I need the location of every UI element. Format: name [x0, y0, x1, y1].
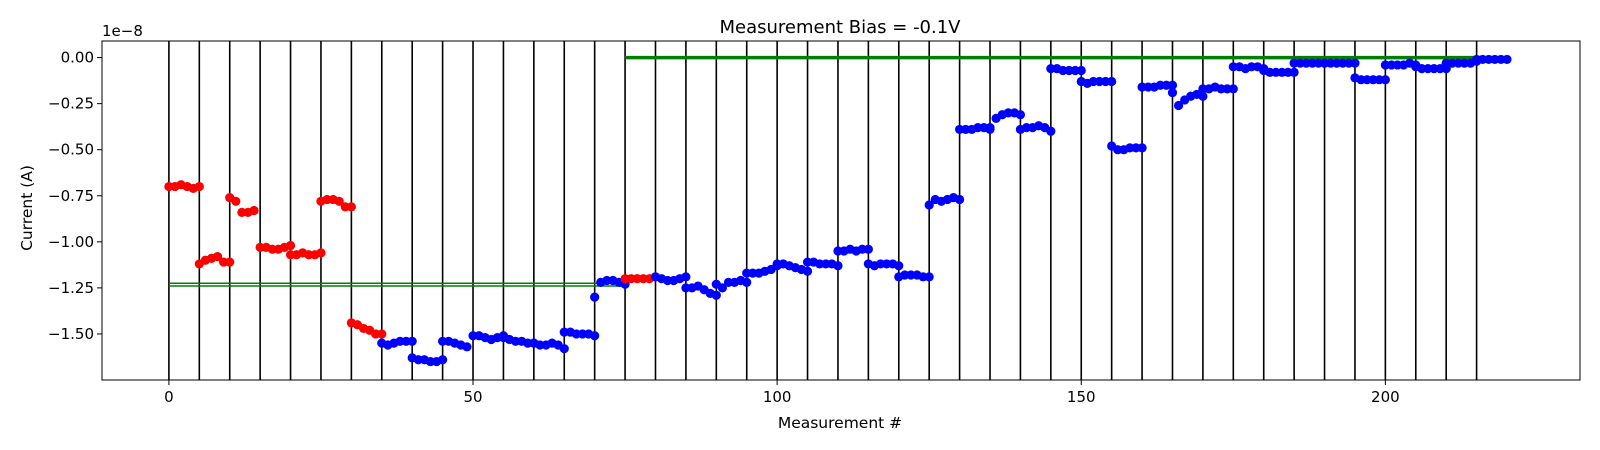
y-tick-label: −0.50: [48, 141, 94, 159]
data-point: [1167, 80, 1178, 90]
data-point: [212, 251, 223, 262]
axes: 0 50 100 150 200 0.00 −0.25 −0.50 −0.75 −1.00 −1.2…: [48, 40, 1581, 406]
x-axis-label: Measurement #: [778, 414, 902, 432]
data-point: [316, 248, 326, 258]
data-point: [231, 196, 241, 206]
data-point: [1173, 100, 1184, 111]
data-point: [1015, 110, 1026, 120]
data-point: [1289, 67, 1299, 77]
data-point: [1137, 143, 1147, 153]
data-points: [164, 54, 1512, 367]
reference-lines: [168, 55, 1508, 287]
data-point: [438, 355, 448, 365]
x-tick-label: 100: [763, 388, 792, 406]
data-point: [334, 196, 344, 206]
y-tick-label: −0.25: [48, 95, 94, 113]
data-point: [711, 290, 721, 300]
y-tick-label: 0.00: [61, 49, 94, 67]
data-point: [590, 331, 600, 341]
data-point: [346, 202, 356, 212]
y-tick-label: −1.25: [48, 279, 94, 297]
data-point: [590, 292, 600, 302]
data-point: [225, 257, 235, 267]
data-point: [407, 336, 417, 346]
plot-frame: [101, 40, 1581, 381]
data-point: [955, 194, 965, 205]
data-point: [985, 124, 995, 135]
data-point: [681, 272, 691, 282]
data-point: [1350, 58, 1360, 68]
vertical-divider-lines: [168, 41, 1478, 380]
data-point: [194, 181, 204, 192]
x-tick-label: 50: [463, 388, 482, 406]
data-point: [833, 261, 843, 271]
y-tick-label: −0.75: [48, 187, 94, 205]
data-point: [1380, 75, 1390, 85]
data-point: [285, 240, 296, 251]
data-point: [1198, 91, 1208, 101]
y-axis-label: Current (A): [18, 165, 36, 251]
x-tick-label: 150: [1067, 388, 1096, 406]
data-point: [894, 261, 904, 271]
x-tick-label: 200: [1371, 388, 1400, 406]
data-point: [1167, 87, 1178, 98]
data-point: [1046, 126, 1056, 136]
chart-title: Measurement Bias = -0.1V: [719, 17, 961, 38]
y-offset-text: 1e−8: [102, 22, 143, 40]
data-point: [863, 244, 873, 254]
data-point: [924, 272, 934, 282]
data-point: [1107, 76, 1117, 87]
data-point: [377, 329, 387, 339]
y-tick-label: −1.50: [48, 325, 94, 343]
data-point: [742, 277, 752, 287]
y-tick-label: −1.00: [48, 233, 94, 251]
data-point: [1076, 65, 1086, 76]
data-point: [717, 283, 727, 293]
data-point: [924, 200, 934, 210]
data-point: [1502, 54, 1512, 65]
data-point: [462, 342, 472, 352]
data-point: [1228, 84, 1238, 94]
data-point: [802, 266, 813, 276]
data-point: [249, 205, 259, 216]
data-point: [559, 344, 569, 354]
x-tick-label: 0: [164, 388, 174, 406]
